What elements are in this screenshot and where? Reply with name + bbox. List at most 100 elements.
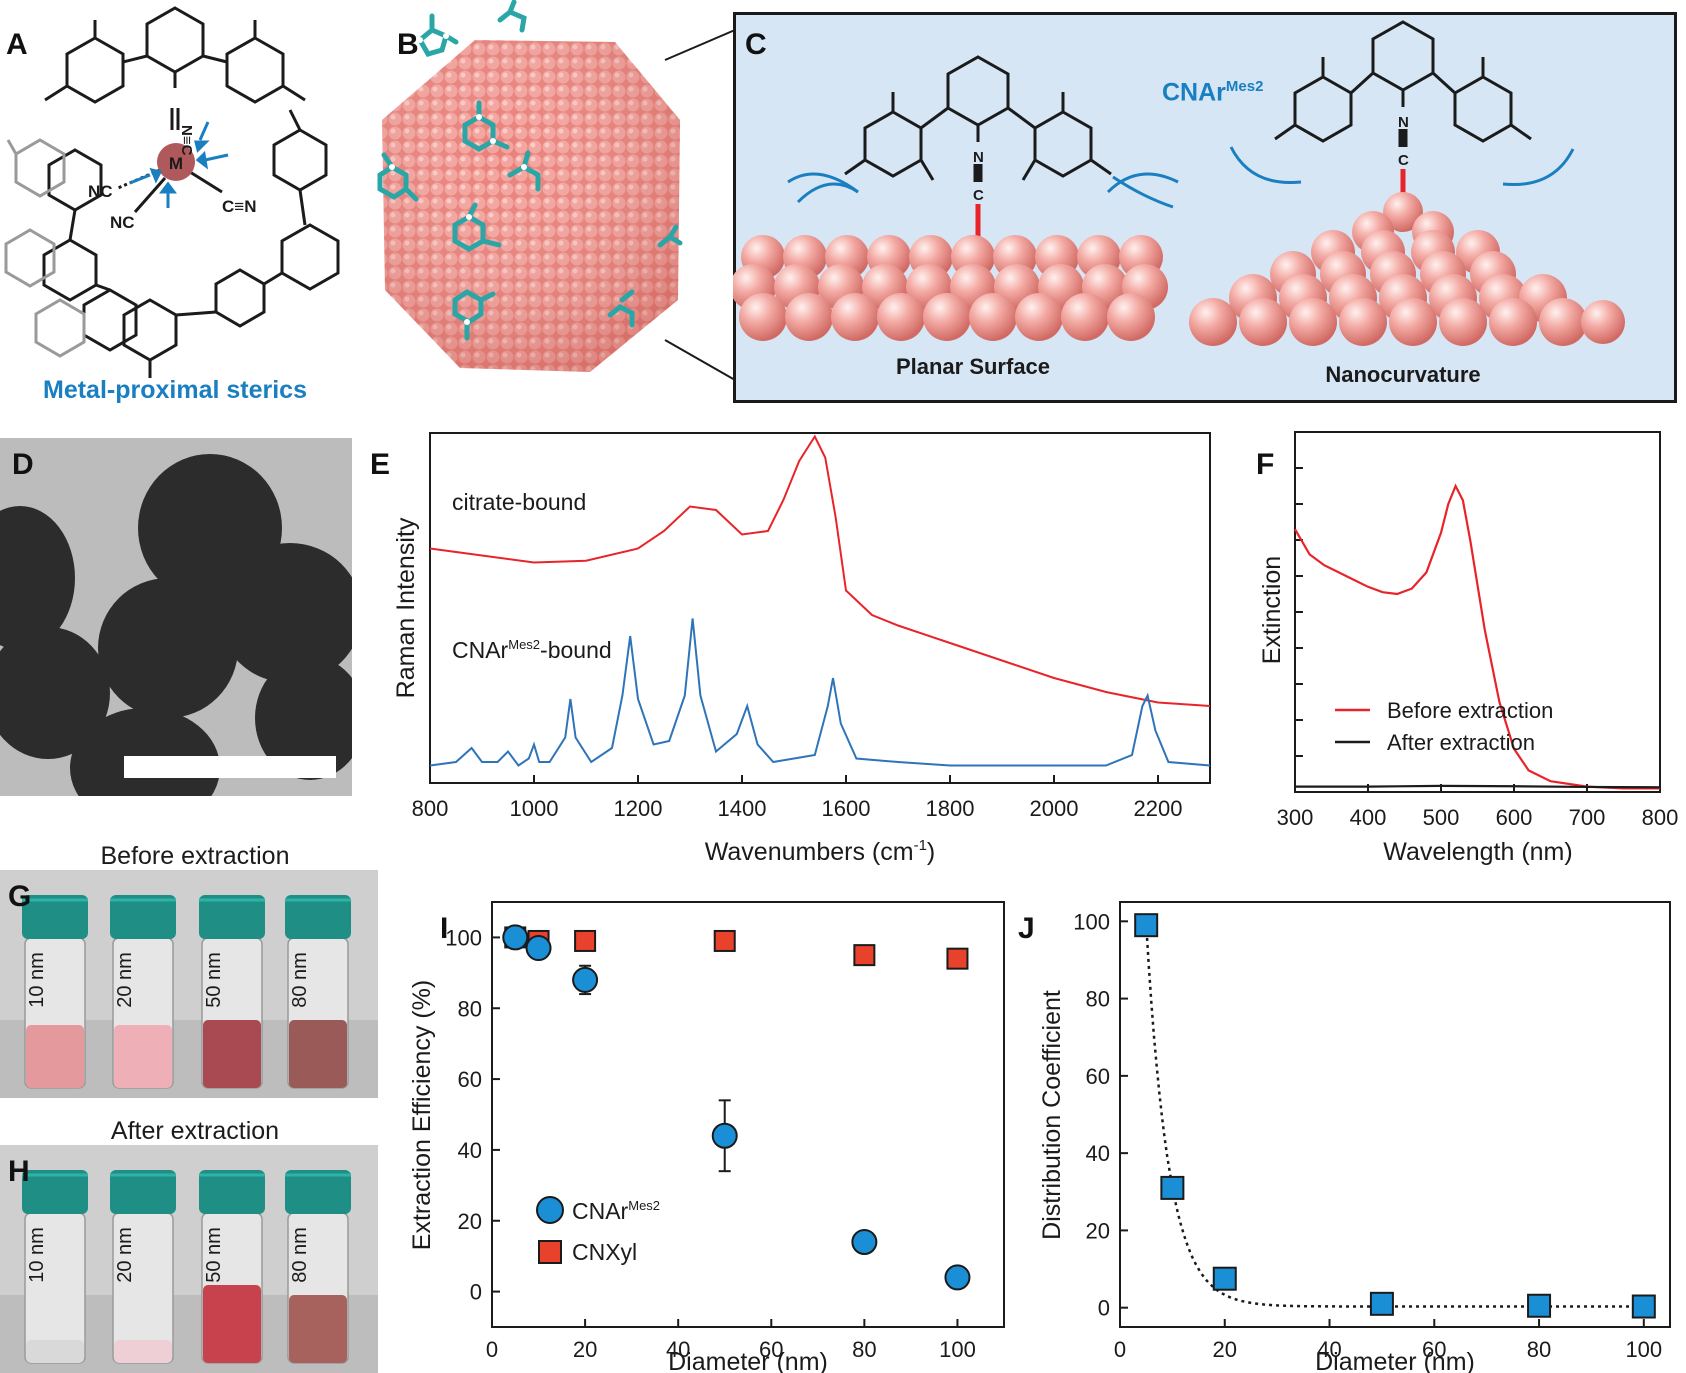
- distribution-x-axis-label: Diameter (nm): [1315, 1348, 1475, 1373]
- ligand-name-label: CNArMes2: [1162, 78, 1264, 107]
- panel-a-structure: M NC NC C≡N N≡C Metal-proximal sterics: [4, 6, 340, 404]
- vial-cap: [285, 1170, 351, 1214]
- planar-surface-caption: Planar Surface: [896, 354, 1050, 379]
- atom-n-right: N: [1398, 114, 1409, 131]
- raman-x-tick-label: 2200: [1134, 796, 1183, 821]
- panel-g-title: Before extraction: [100, 842, 290, 870]
- vial-cap: [199, 895, 265, 939]
- vial-liquid: [289, 1020, 347, 1088]
- atom-c-left: C: [973, 187, 984, 204]
- panel-letter-h: H: [8, 1155, 30, 1188]
- data-point-cnxyl: [574, 929, 597, 952]
- vial-cap: [285, 895, 351, 939]
- efficiency-y-tick-label: 100: [445, 925, 482, 950]
- efficiency-x-tick-label: 0: [486, 1337, 498, 1362]
- distribution-fit-curve: [1144, 923, 1644, 1308]
- efficiency-x-tick-label: 40: [666, 1337, 690, 1362]
- cn-label: C≡N: [222, 197, 256, 216]
- raman-plot-frame: [429, 432, 1211, 784]
- efficiency-x-tick-label: 60: [759, 1337, 783, 1362]
- vial-cap: [199, 1170, 265, 1214]
- data-point-distribution: [1631, 1294, 1656, 1319]
- data-point-cnxyl: [946, 947, 969, 970]
- vial-size-label: 10 nm: [26, 1227, 48, 1283]
- distribution-coefficient-chart: 0 20 40 60 80 100 0 20 40 60 80 100 Diameter (nm) D…: [1038, 901, 1671, 1373]
- panel-a-caption: Metal-proximal sterics: [43, 376, 307, 404]
- legend-cnar-label: CNArMes2: [572, 1198, 660, 1224]
- raman-x-tick-label: 1200: [614, 796, 663, 821]
- efficiency-x-tick-label: 20: [573, 1337, 597, 1362]
- efficiency-y-tick-label: 20: [458, 1209, 482, 1234]
- efficiency-y-axis-label: Extraction Efficiency (%): [408, 980, 436, 1250]
- extinction-series-before: [1294, 483, 1660, 790]
- data-point-distribution: [1527, 1293, 1552, 1318]
- nc-label-1: NC: [88, 182, 113, 201]
- distribution-plot-frame: [1119, 901, 1671, 1328]
- extinction-x-tick-label: 300: [1277, 805, 1314, 830]
- efficiency-y-tick-label: 0: [470, 1280, 482, 1305]
- data-point-cnxyl: [713, 929, 736, 952]
- distribution-y-tick-label: 60: [1086, 1064, 1110, 1089]
- zoom-lines: [664, 30, 736, 381]
- distribution-x-tick-label: 40: [1317, 1337, 1341, 1362]
- extinction-x-tick-label: 700: [1569, 805, 1606, 830]
- raman-x-tick-label: 800: [412, 796, 449, 821]
- extinction-x-axis-label: Wavelength (nm): [1383, 838, 1572, 866]
- legend-cnxyl-marker: [538, 1240, 562, 1264]
- vial-liquid: [203, 1285, 261, 1363]
- raman-x-tick-label: 1400: [718, 796, 767, 821]
- raman-x-tick-label: 1000: [510, 796, 559, 821]
- extinction-x-tick-label: 500: [1423, 805, 1460, 830]
- extinction-x-tick-label: 400: [1350, 805, 1387, 830]
- vial-liquid: [203, 1020, 261, 1088]
- raman-series-cnar: [429, 618, 1211, 767]
- panel-letter-b: B: [397, 28, 419, 61]
- distribution-x-tick-label: 100: [1625, 1337, 1662, 1362]
- raman-x-tick-label: 1800: [926, 796, 975, 821]
- vial-liquid: [26, 1025, 84, 1088]
- distribution-y-tick-label: 20: [1086, 1218, 1110, 1243]
- distribution-y-tick-label: 80: [1086, 987, 1110, 1012]
- vial-cap: [110, 1170, 176, 1214]
- raman-annotation-cnar: CNArMes2-bound: [452, 637, 612, 663]
- panel-d-tem-image: [0, 438, 352, 796]
- legend-after-label: After extraction: [1387, 730, 1535, 755]
- vial-liquid: [289, 1295, 347, 1363]
- planar-surface-atoms: [733, 235, 1168, 341]
- distribution-x-tick-label: 60: [1422, 1337, 1446, 1362]
- extinction-y-axis-label: Extinction: [1258, 556, 1286, 664]
- panel-c-diagram: N C N C Planar Surface Nanocurvature: [733, 20, 1625, 387]
- panel-g-photo: 10 nm 20 nm 50 nm 80 nm: [0, 870, 378, 1098]
- efficiency-x-tick-label: 80: [852, 1337, 876, 1362]
- atom-c-right: C: [1398, 152, 1409, 169]
- vial-cap: [110, 895, 176, 939]
- data-point-distribution: [1369, 1291, 1394, 1316]
- distribution-x-tick-label: 20: [1213, 1337, 1237, 1362]
- data-point-distribution: [1134, 913, 1159, 938]
- scale-bar: [124, 756, 336, 778]
- efficiency-y-tick-label: 60: [458, 1067, 482, 1092]
- raman-y-axis-label: Raman Intensity: [392, 517, 420, 698]
- panel-letter-j: J: [1018, 912, 1035, 945]
- panel-h-title: After extraction: [110, 1117, 280, 1145]
- vial-liquid: [114, 1025, 172, 1088]
- data-point-distribution: [1160, 1175, 1185, 1200]
- vial-size-label: 80 nm: [289, 952, 311, 1008]
- vial-cap: [22, 1170, 88, 1214]
- vial-size-label: 50 nm: [203, 952, 225, 1008]
- panel-letter-c: C: [745, 28, 767, 61]
- metal-label: M: [169, 154, 183, 173]
- raman-series-citrate: [429, 434, 1211, 707]
- panel-b-nanoparticle: [377, 0, 683, 372]
- vial-liquid: [114, 1340, 172, 1363]
- distribution-x-tick-label: 0: [1114, 1337, 1126, 1362]
- raman-x-tick-label: 2000: [1030, 796, 1079, 821]
- extinction-x-tick-label: 800: [1642, 805, 1679, 830]
- atom-n-left: N: [973, 149, 984, 166]
- vial-size-label: 20 nm: [114, 1227, 136, 1283]
- vial-size-label: 20 nm: [114, 952, 136, 1008]
- efficiency-y-tick-label: 80: [458, 996, 482, 1021]
- extinction-chart: 300 400 500 600 700 800 Before extraction Aft…: [1258, 431, 1679, 866]
- panel-letter-d: D: [12, 448, 34, 481]
